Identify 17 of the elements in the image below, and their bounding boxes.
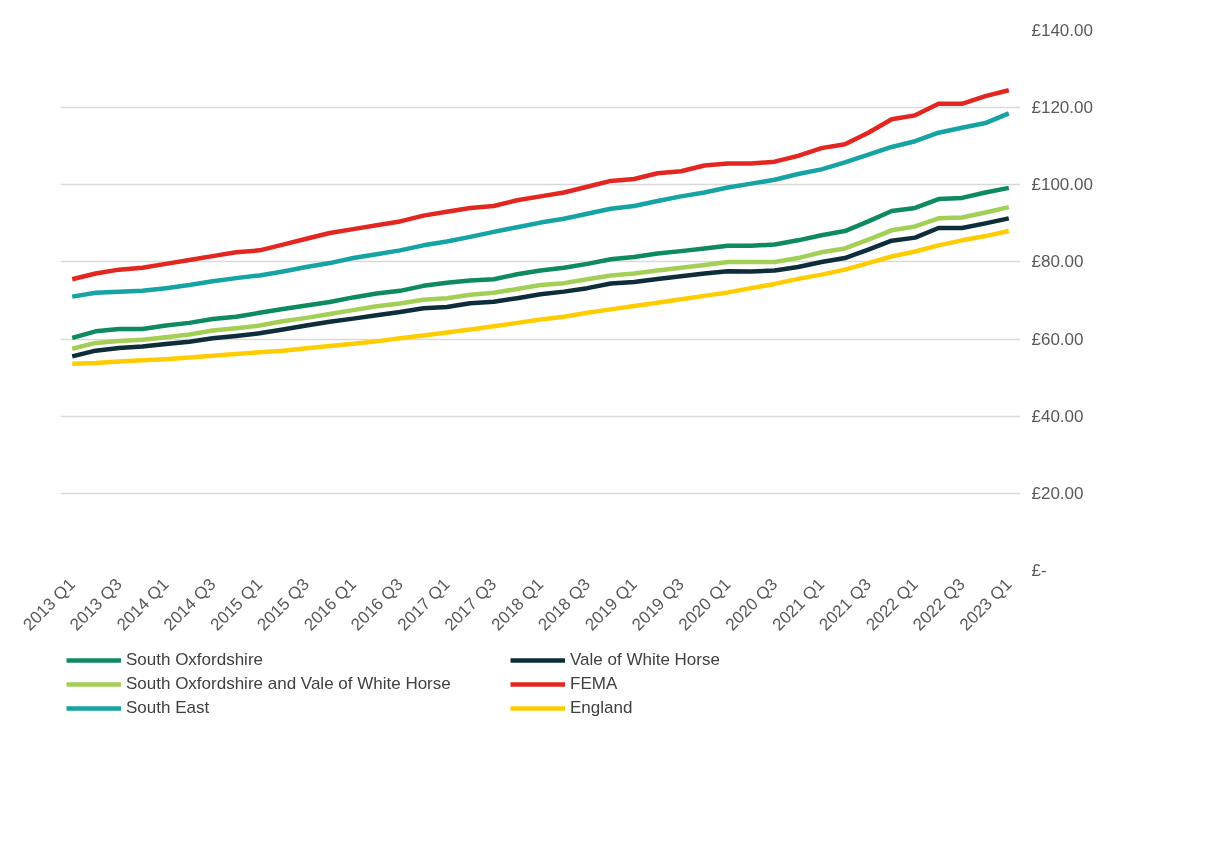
line-series <box>69 185 1012 341</box>
y-tick-label: £120.00 <box>1031 98 1093 118</box>
y-tick-label: £20.00 <box>1031 483 1084 503</box>
legend-label: FEMA <box>570 674 619 694</box>
line-series <box>69 111 1012 299</box>
legend-label: South Oxfordshire <box>126 650 264 670</box>
legend-label: Vale of White Horse <box>570 650 721 670</box>
line-series <box>69 88 1012 282</box>
y-tick-label: £- <box>1031 561 1047 580</box>
y-tick-label: £140.00 <box>1031 21 1093 40</box>
y-tick-label: £40.00 <box>1031 406 1084 426</box>
legend-label: England <box>570 698 634 718</box>
y-tick-label: £80.00 <box>1031 252 1084 272</box>
y-tick-label: £100.00 <box>1031 175 1093 195</box>
legend-label: South Oxfordshire and Vale of White Horse <box>126 674 452 694</box>
legend-label: South East <box>126 698 211 718</box>
y-tick-label: £60.00 <box>1031 329 1084 349</box>
